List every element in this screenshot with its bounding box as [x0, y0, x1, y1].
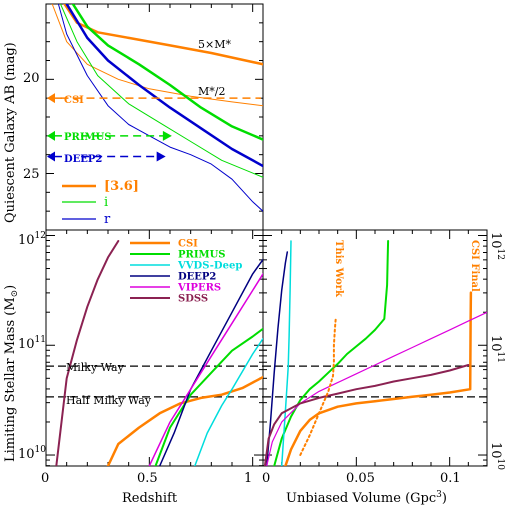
vol-tick-005: 0.05 — [346, 471, 375, 486]
mag-tick-25: 25 — [23, 167, 40, 182]
top-ylabel: Quiescent Galaxy AB (mag) — [3, 42, 18, 223]
mass-tick-10-right: 1010 — [488, 442, 505, 470]
mass-tick-11-right: 1011 — [488, 335, 505, 363]
legend-label-r: r — [104, 212, 111, 227]
mass-tick-12-left-base: 10 — [18, 233, 35, 248]
legend-label-vvds-deep: VVDS-Deep — [177, 261, 242, 272]
xlabel-volume-sup: 3 — [436, 490, 442, 500]
survey-limit-primus-arrow-right — [162, 130, 172, 141]
mass-tick-11-left: 1011 — [18, 335, 46, 352]
legend-label-csi: CSI — [178, 239, 198, 250]
bottom-ylabel-sun: ⊙ — [10, 290, 20, 298]
series-bottom-left-vvds-deep-2 — [194, 337, 263, 466]
series-bottom-left-vipers-4 — [148, 273, 263, 466]
series-bottom-left-deep2-3 — [158, 258, 263, 466]
series-bottom-right-vipers-4 — [266, 311, 487, 466]
series-bottom-left-csi-0 — [106, 375, 263, 466]
mass-tick-11-right-base: 10 — [488, 335, 503, 352]
z-tick-05: 0.5 — [137, 471, 158, 486]
bottom-ylabel-text: Limiting Stellar Mass (M — [3, 297, 18, 462]
survey-limit-arrows — [47, 93, 261, 162]
mass-tick-12-right-base: 10 — [488, 232, 503, 249]
xlabel-volume: Unbiased Volume (Gpc3) — [286, 490, 447, 506]
bottom-ylabel: Limiting Stellar Mass (M⊙) — [3, 285, 20, 462]
series-bottom-left-primus-1 — [154, 327, 263, 466]
annotation-mstar-half: M*/2 — [198, 85, 225, 98]
xlabel-volume-end: ) — [442, 491, 447, 506]
bottom-ylabel-end: ) — [3, 285, 18, 290]
mass-tick-12-right: 1012 — [488, 232, 505, 260]
mass-tick-10-left-exp: 10 — [35, 445, 47, 455]
legend-label-vipers: VIPERS — [177, 283, 221, 294]
survey-limit-deep2-arrow-right — [156, 151, 166, 162]
series-bottom-left-sdss-5 — [55, 240, 120, 466]
series-bottom-right-vvds-deep-2 — [280, 240, 292, 466]
mass-tick-12-right-exp: 12 — [495, 249, 505, 260]
vol-tick-01: 0.1 — [440, 471, 461, 486]
bottom-right-series — [263, 240, 487, 466]
mass-tick-12-left: 1012 — [18, 231, 46, 248]
panel-bottom-right-frame — [262, 229, 488, 467]
mass-tick-12-left-exp: 12 — [35, 231, 46, 241]
mass-tick-10-right-base: 10 — [488, 442, 503, 459]
legend-label-primus: PRIMUS — [178, 250, 226, 261]
mass-tick-10-right-exp: 10 — [495, 459, 505, 471]
xlabel-volume-text: Unbiased Volume (Gpc — [286, 491, 436, 506]
mass-tick-10-left-base: 10 — [18, 447, 35, 462]
legend-label-deep2: DEEP2 — [178, 272, 216, 283]
series-top-left-i-3 — [60, 4, 263, 178]
vol-tick-0: 0 — [262, 471, 270, 486]
top-left-series — [51, 4, 263, 212]
label-half-milky-way: Half Milky Way — [66, 394, 152, 407]
series-top-left-i-2 — [71, 4, 263, 141]
z-tick-1: 1 — [244, 471, 252, 486]
series-top-left-m-2-1 — [51, 4, 263, 107]
mass-tick-11-left-base: 10 — [18, 337, 35, 352]
mass-tick-11-left-exp: 11 — [35, 335, 46, 345]
annotation-this-work: This Work — [333, 240, 344, 298]
legend-label-sdss: SDSS — [178, 294, 208, 305]
mag-tick-20: 20 — [23, 71, 40, 86]
series-bottom-right-this-work-6 — [299, 316, 337, 456]
series-bottom-right-deep2-3 — [265, 251, 289, 466]
annotation-5mstar: 5×M* — [198, 38, 231, 51]
label-primus-limit: PRIMUS — [64, 132, 112, 143]
series-top-left-r-5 — [57, 4, 263, 212]
legend-label-36: [3.6] — [104, 179, 139, 194]
label-csi-limit: CSI — [64, 95, 84, 106]
annotation-csi-final: CSI Final — [469, 240, 480, 292]
series-bottom-right-primus-1 — [273, 240, 390, 466]
label-deep2-limit: DEEP2 — [64, 154, 102, 165]
series-bottom-right-sdss-5 — [263, 364, 470, 466]
xlabel-redshift: Redshift — [122, 491, 178, 506]
series-top-left-r-4 — [65, 4, 263, 168]
bottom-left-series — [55, 240, 263, 466]
mass-tick-11-right-exp: 11 — [495, 352, 505, 363]
z-tick-0: 0 — [41, 471, 49, 486]
mass-tick-10-left: 1010 — [18, 445, 46, 462]
series-bottom-right-csi-0 — [284, 291, 473, 466]
label-milky-way: Milky Way — [66, 361, 125, 374]
legend-label-i: i — [104, 195, 108, 210]
